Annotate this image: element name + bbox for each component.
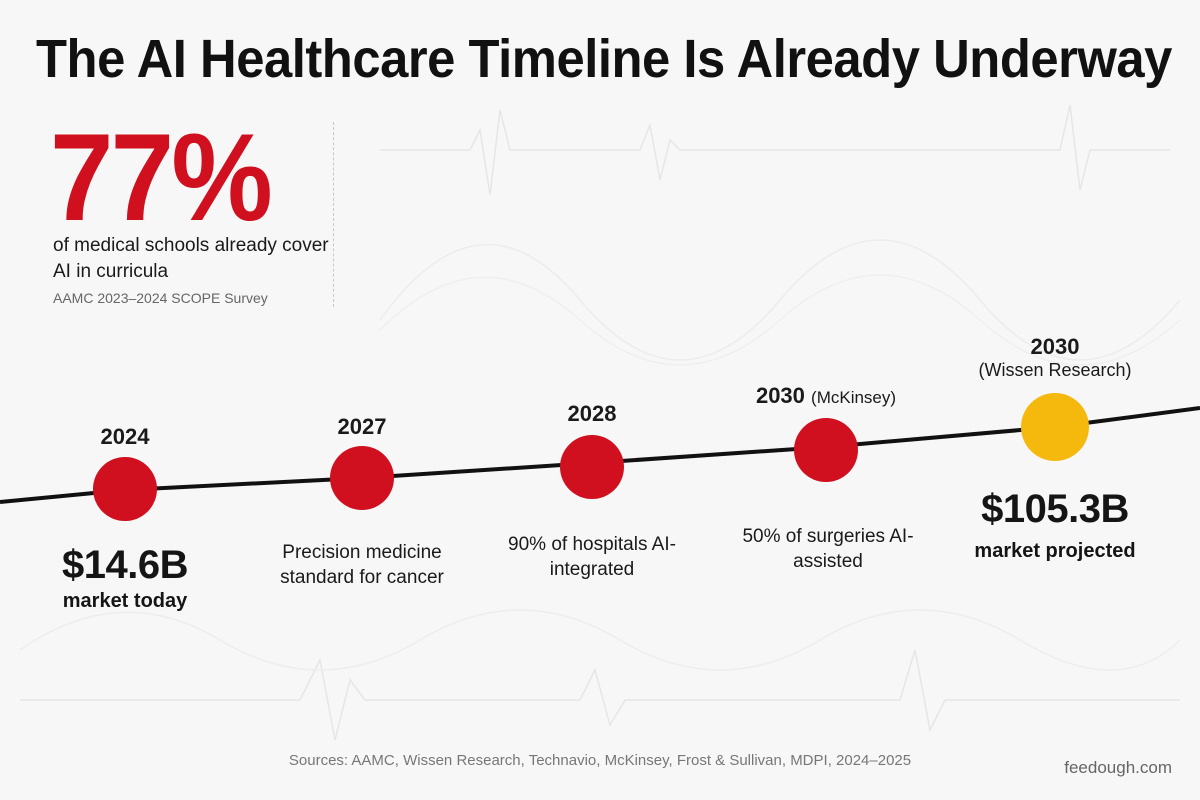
divider — [333, 122, 334, 307]
brand-link[interactable]: feedough.com — [1064, 758, 1172, 777]
milestone-year-note-2030-mckinsey: (McKinsey) — [811, 388, 897, 407]
milestone-year-2024: 2024 — [100, 424, 150, 449]
milestone-amount-2030-wissen: $105.3B — [981, 487, 1129, 531]
milestone-dot-2028 — [560, 435, 624, 499]
milestone-amount-2024: $14.6B — [62, 543, 188, 587]
milestone-amount-caption-2024: market today — [62, 590, 188, 612]
milestone-year-note-2030-wissen: (Wissen Research) — [978, 360, 1132, 380]
milestone-dot-2030-mckinsey — [794, 418, 858, 482]
page-title: The AI Healthcare Timeline Is Already Un… — [36, 29, 1172, 89]
stat-source: AAMC 2023–2024 SCOPE Survey — [53, 290, 268, 306]
milestone-dot-2027 — [330, 446, 394, 510]
milestone-year-2030-mckinsey: 2030 (McKinsey) — [755, 383, 897, 408]
milestone-dot-2030-wissen — [1021, 393, 1089, 461]
milestone-amount-caption-2030-wissen: market projected — [974, 540, 1136, 562]
stat-value: 77% — [50, 109, 273, 247]
milestone-year-2028: 2028 — [567, 401, 617, 426]
milestone-year-2027: 2027 — [337, 414, 387, 439]
milestone-description-2027: Precision medicine standard for cancer — [280, 542, 444, 588]
milestone-description-2028: 90% of hospitals AI-integrated — [508, 534, 676, 580]
milestone-dot-2024 — [93, 457, 157, 521]
ecg-watermark — [19, 104, 1181, 741]
stat-description: of medical schools already cover AI in c… — [53, 235, 329, 282]
sources-footer: Sources: AAMC, Wissen Research, Technavi… — [288, 752, 912, 769]
milestone-year-2030-wissen: 2030 — [1030, 334, 1080, 359]
milestone-description-2030-mckinsey: 50% of surgeries AI-assisted — [742, 526, 914, 572]
